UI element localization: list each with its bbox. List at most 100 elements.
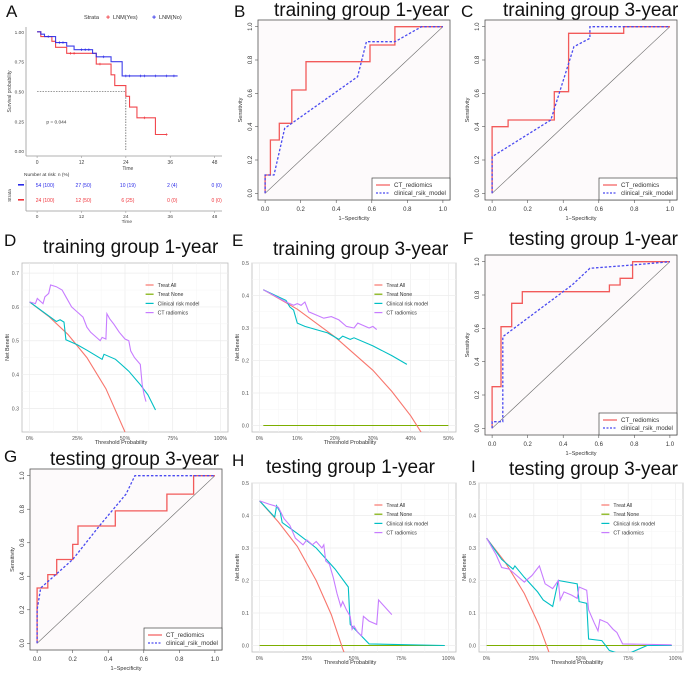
risk-count: 6 (25) <box>121 198 134 204</box>
x-tick-label: 50% <box>120 436 131 442</box>
risk-count: 54 (100) <box>36 183 55 189</box>
y-tick-label: 0.2 <box>469 579 476 585</box>
x-axis-label: Time <box>122 166 133 172</box>
y-tick-label: 0.25 <box>15 119 25 125</box>
series-line-ct-radiomics <box>263 289 378 331</box>
x-tick-label: 0.8 <box>630 442 639 448</box>
legend-label: clinical_rsik_model <box>394 190 446 197</box>
series-line-clinical-rsik-model <box>264 26 443 194</box>
reference-diagonal <box>491 261 671 429</box>
legend-label: CT radiomics <box>613 531 644 537</box>
x-tick-label: 0 <box>36 160 39 166</box>
y-tick-label: 0.3 <box>469 546 476 552</box>
strata-color-swatch <box>18 199 24 201</box>
y-tick-label: 0.4 <box>20 571 26 580</box>
series-line-clinical-risk-model <box>263 289 408 365</box>
y-tick-label: 0.8 <box>20 504 26 513</box>
x-tick-label: 50% <box>349 656 360 662</box>
p-value-label: p = 0.044 <box>46 119 66 125</box>
x-axis-label: Threshold Probability <box>324 660 377 666</box>
x-tick-label: 0.6 <box>595 207 604 213</box>
x-tick-label: 25% <box>529 656 540 662</box>
x-tick-label: 0.0 <box>488 442 497 448</box>
y-tick-label: 0.50 <box>15 90 25 96</box>
y-tick-label: 0.4 <box>242 294 249 300</box>
legend-label: Treat All <box>613 503 632 509</box>
y-tick-label: 0.6 <box>475 89 481 98</box>
risk-x-tick-label: 36 <box>168 214 174 220</box>
roc-plot: 0.0 0.2 0.4 0.6 0.8 1.0 0.0 0.2 0.4 0.6 0.8 1.0 1−Sp… <box>465 19 678 222</box>
y-tick-label: 0.0 <box>242 424 249 430</box>
panel-letter: I <box>471 457 476 476</box>
risk-count: 27 (50) <box>76 183 92 189</box>
panel-letter: B <box>234 2 246 21</box>
censor-mark <box>165 74 168 78</box>
panel-letter: G <box>4 447 18 466</box>
y-tick-label: 0.2 <box>20 605 26 614</box>
series-line-ct-radiomics <box>259 500 393 637</box>
y-tick-label: 0.4 <box>242 514 249 520</box>
y-tick-label: 0.0 <box>20 638 26 647</box>
x-tick-label: 75% <box>167 436 178 442</box>
y-tick-label: 0.2 <box>248 155 254 164</box>
x-tick-label: 0.4 <box>559 442 568 448</box>
x-tick-label: 1.0 <box>666 207 675 213</box>
roc-plot: 0.0 0.2 0.4 0.6 0.8 1.0 0.0 0.2 0.4 0.6 0.8 1.0 1−Sp… <box>465 254 678 457</box>
legend-plus-icon: + <box>106 15 110 22</box>
km-plot: Strata + LNM(Yes) + LNM(No)0.000.250.500.751… <box>7 15 222 226</box>
legend-title: Strata <box>84 15 100 21</box>
y-tick-label: 0.1 <box>469 611 476 617</box>
km-curve-lnm-no <box>37 31 178 77</box>
x-axis-label: Threshold Probability <box>95 440 148 446</box>
roc-plot: 0.0 0.2 0.4 0.6 0.8 1.0 0.0 0.2 0.4 0.6 0.8 1.0 1−Sp… <box>238 19 451 222</box>
y-tick-label: 0.0 <box>475 424 481 433</box>
x-tick-label: 50% <box>443 436 454 442</box>
y-tick-label: 0.4 <box>12 373 19 379</box>
risk-x-axis-label: Time <box>122 219 133 225</box>
y-tick-label: 0.2 <box>242 579 249 585</box>
censor-mark <box>165 133 168 136</box>
x-tick-label: 0.6 <box>368 207 377 213</box>
x-tick-label: 75% <box>623 656 634 662</box>
panel-a: A Strata + LNM(Yes) + LNM(No) 0.00 0.25 0.50 0.7… <box>0 0 230 225</box>
chart-title: testing group 1-year <box>509 229 678 250</box>
y-axis-label: Sensitivity <box>10 547 16 572</box>
series-line-clinical-risk-model <box>486 537 672 652</box>
legend-label: Treat None <box>386 292 412 298</box>
legend-label: clinical_rsik_model <box>166 640 218 647</box>
x-tick-label: 25% <box>72 436 83 442</box>
x-tick-label: 0.8 <box>175 657 184 663</box>
y-tick-label: 0.5 <box>469 481 476 487</box>
y-tick-label: 0.3 <box>242 546 249 552</box>
censor-mark <box>80 48 83 51</box>
y-tick-label: 0.3 <box>242 326 249 332</box>
x-tick-label: 30% <box>368 436 379 442</box>
y-tick-label: 0.6 <box>20 538 26 547</box>
legend-label: Treat None <box>386 512 412 518</box>
series-line-treat-all <box>486 537 550 652</box>
risk-x-tick-label: 12 <box>79 214 85 220</box>
censor-mark <box>102 55 105 59</box>
censor-mark <box>46 35 50 38</box>
risk-x-tick-label: 24 <box>123 214 129 220</box>
x-tick-label: 0.4 <box>559 207 568 213</box>
panel-letter: A <box>6 2 18 21</box>
legend-box <box>598 177 678 201</box>
x-tick-label: 0.0 <box>261 207 270 213</box>
x-tick-label: 0% <box>483 656 491 662</box>
y-axis-label: Net Benefit <box>462 554 468 581</box>
x-tick-label: 0.0 <box>488 207 497 213</box>
y-tick-label: 0.0 <box>248 189 254 198</box>
risk-table-ylabel: Strata <box>7 189 13 202</box>
risk-count: 12 (50) <box>76 198 92 204</box>
chart-title: testing group 3-year <box>50 449 219 470</box>
y-tick-label: 0.4 <box>475 357 481 366</box>
legend-label: CT radiomics <box>386 531 417 537</box>
series-line-clinical-rsik-model <box>36 475 215 644</box>
y-tick-label: 1.00 <box>15 30 25 36</box>
risk-x-tick-label: 48 <box>212 214 218 220</box>
legend-label: Treat None <box>613 512 639 518</box>
censor-mark <box>172 74 176 78</box>
y-tick-label: 0.2 <box>242 359 249 365</box>
y-axis-label: Sensitivity <box>465 97 471 122</box>
